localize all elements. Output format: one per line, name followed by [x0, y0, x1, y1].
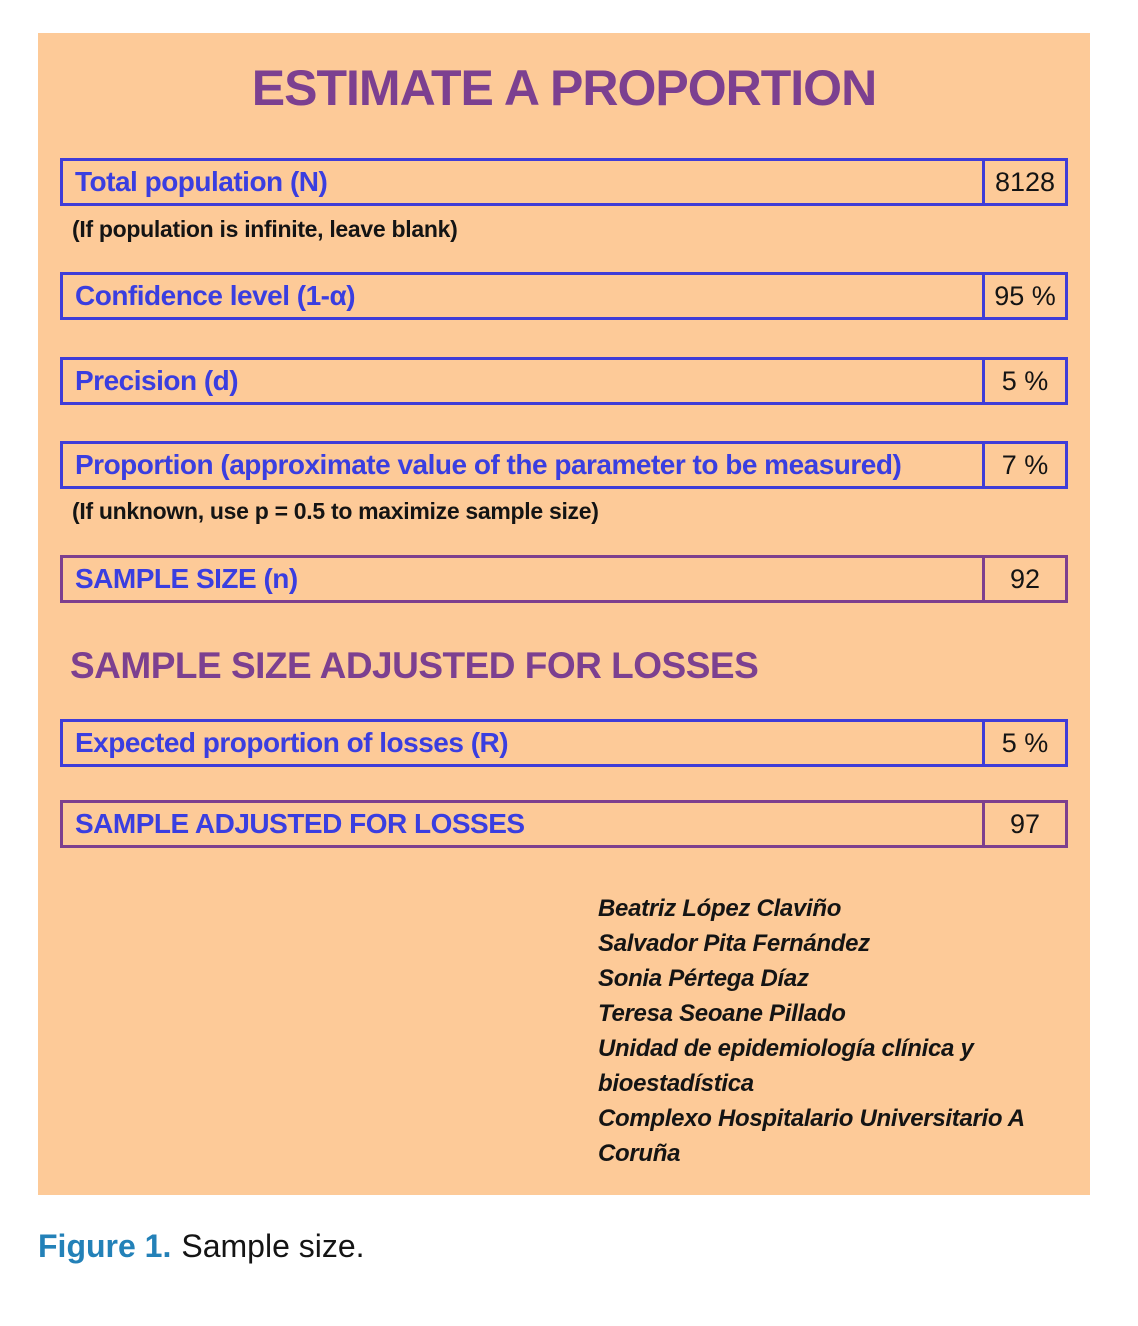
expected-losses-label: Expected proportion of losses (R) — [75, 727, 509, 758]
figure-caption-text: Sample size. — [181, 1228, 365, 1264]
row-expected-losses: Expected proportion of losses (R) 5 % — [60, 719, 1068, 767]
expected-losses-input[interactable]: 5 % — [982, 722, 1065, 764]
page-title: ESTIMATE A PROPORTION — [251, 60, 877, 116]
credit-line: Sonia Pértega Díaz — [598, 965, 809, 992]
credit-line: Salvador Pita Fernández — [598, 930, 870, 957]
proportion-input[interactable]: 7 % — [982, 444, 1065, 486]
total-population-label: Total population (N) — [75, 166, 328, 197]
sample-adjusted-output: 97 — [982, 803, 1065, 845]
confidence-level-label: Confidence level (1-α) — [75, 280, 356, 311]
figure-caption: Figure 1. Sample size. — [38, 1228, 365, 1265]
precision-label: Precision (d) — [75, 365, 239, 396]
credit-line: Teresa Seoane Pillado — [598, 1000, 846, 1027]
row-confidence-level: Confidence level (1-α) 95 % — [60, 272, 1068, 320]
row-sample-size: SAMPLE SIZE (n) 92 — [60, 555, 1068, 603]
proportion-label: Proportion (approximate value of the par… — [75, 449, 902, 480]
author-credits: Beatriz López Claviño Salvador Pita Fern… — [598, 891, 1090, 1171]
sample-size-label: SAMPLE SIZE (n) — [75, 563, 298, 594]
section-heading-adjusted-losses: SAMPLE SIZE ADJUSTED FOR LOSSES — [70, 645, 759, 686]
credit-line: Beatriz López Claviño — [598, 895, 842, 922]
total-population-input[interactable]: 8128 — [982, 161, 1065, 203]
row-proportion: Proportion (approximate value of the par… — [60, 441, 1068, 489]
row-sample-adjusted: SAMPLE ADJUSTED FOR LOSSES 97 — [60, 800, 1068, 848]
figure-caption-label: Figure 1. — [38, 1228, 172, 1264]
credit-line: Complexo Hospitalario Universitario A Co… — [598, 1105, 1024, 1167]
row-total-population: Total population (N) 8128 — [60, 158, 1068, 206]
precision-input[interactable]: 5 % — [982, 360, 1065, 402]
row-precision: Precision (d) 5 % — [60, 357, 1068, 405]
calculator-panel: ESTIMATE A PROPORTION Total population (… — [38, 33, 1090, 1195]
confidence-level-input[interactable]: 95 % — [982, 275, 1065, 317]
sample-size-output: 92 — [982, 558, 1065, 600]
population-note: (If population is infinite, leave blank) — [72, 216, 458, 242]
credit-line: Unidad de epidemiología clínica y bioest… — [598, 1035, 974, 1097]
proportion-note: (If unknown, use p = 0.5 to maximize sam… — [72, 498, 599, 524]
sample-adjusted-label: SAMPLE ADJUSTED FOR LOSSES — [75, 808, 525, 839]
